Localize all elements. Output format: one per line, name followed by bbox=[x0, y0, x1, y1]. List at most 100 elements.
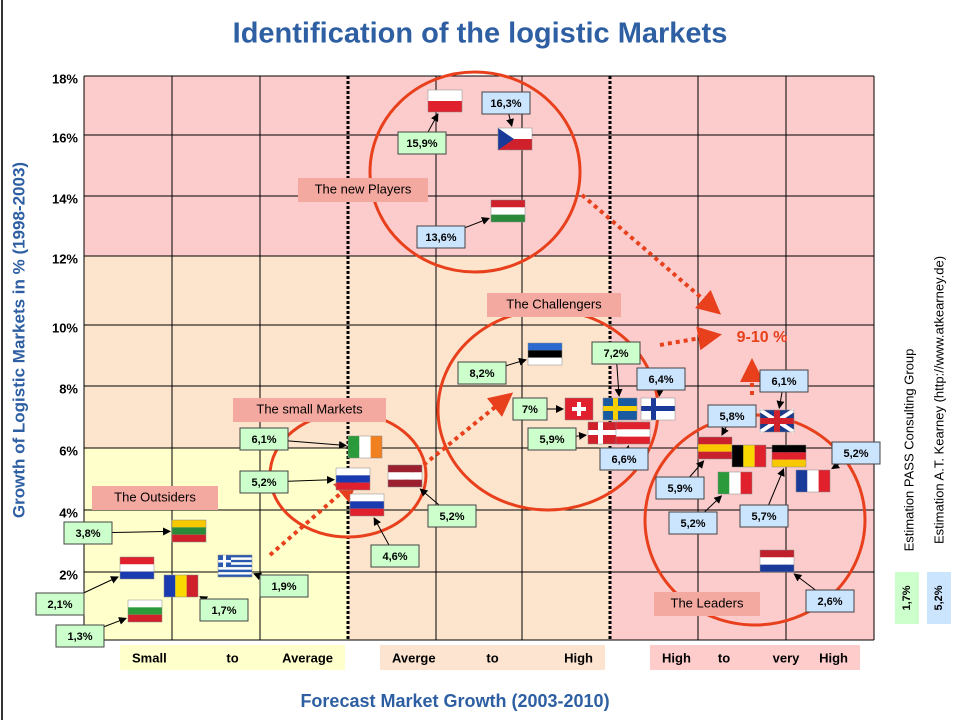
y-tick-label: 4% bbox=[59, 505, 78, 520]
group-label: The Challengers bbox=[506, 296, 602, 311]
flag bbox=[497, 127, 533, 151]
flag-part bbox=[218, 564, 252, 568]
flag-part bbox=[743, 445, 755, 467]
segment-label: to bbox=[486, 650, 498, 665]
value-box bbox=[591, 341, 641, 365]
segment-label: High bbox=[564, 650, 593, 665]
y-tick-label: 10% bbox=[52, 320, 78, 335]
flag-part bbox=[217, 554, 253, 578]
flag bbox=[427, 89, 463, 113]
flag-part bbox=[164, 575, 176, 597]
segment-label: to bbox=[226, 650, 238, 665]
value-label: 4,6% bbox=[382, 551, 407, 563]
pointer-arrow bbox=[111, 527, 171, 536]
flag-part bbox=[771, 444, 807, 468]
pointer-arrow bbox=[505, 357, 527, 367]
trend-arrow bbox=[403, 392, 514, 482]
flag bbox=[490, 199, 526, 223]
value-label: 5,9% bbox=[667, 483, 692, 495]
value-box bbox=[527, 427, 577, 451]
flag bbox=[217, 554, 253, 578]
flag-part bbox=[616, 429, 650, 437]
y-tick-label: 18% bbox=[52, 71, 78, 86]
flag-part bbox=[759, 549, 795, 573]
flag-part bbox=[128, 614, 162, 622]
flag-part bbox=[807, 470, 819, 492]
flag-part bbox=[127, 599, 163, 623]
value-box bbox=[707, 404, 757, 428]
flag-part bbox=[602, 397, 638, 421]
segment-label: Averge bbox=[392, 650, 436, 665]
group-box bbox=[233, 398, 386, 422]
value-box bbox=[457, 361, 507, 385]
value-label: 5,9% bbox=[539, 434, 564, 446]
flag-part bbox=[348, 436, 360, 458]
flag bbox=[717, 471, 753, 495]
flag bbox=[349, 493, 385, 517]
value-box bbox=[239, 470, 289, 494]
value-label: 5,7% bbox=[751, 511, 776, 523]
pointer-arrow bbox=[793, 573, 816, 591]
flag bbox=[347, 435, 383, 459]
pointer-arrow bbox=[419, 488, 440, 506]
value-label: 1,7% bbox=[211, 605, 236, 617]
pointer-arrow bbox=[721, 426, 729, 436]
value-box bbox=[397, 131, 447, 155]
flag-part bbox=[497, 127, 533, 151]
value-label: 1,3% bbox=[67, 631, 92, 643]
flag-part bbox=[388, 479, 422, 487]
group-label: The Leaders bbox=[671, 595, 744, 610]
segment-box bbox=[380, 645, 605, 670]
flag-part bbox=[218, 572, 252, 575]
pointer-arrow bbox=[575, 431, 587, 440]
pointer-arrow bbox=[768, 468, 785, 506]
target-label: 9-10 % bbox=[737, 329, 788, 346]
flag-part bbox=[740, 472, 752, 494]
segment-label: Average bbox=[282, 650, 333, 665]
flag bbox=[731, 444, 767, 468]
value-label: 2,1% bbox=[47, 599, 72, 611]
trend-arrow bbox=[580, 193, 722, 315]
flag bbox=[127, 599, 163, 623]
flag-part bbox=[128, 600, 162, 608]
flag bbox=[527, 342, 563, 366]
value-label: 5,2% bbox=[439, 511, 464, 523]
flag-part bbox=[335, 467, 371, 491]
y-tick-label: 12% bbox=[52, 251, 78, 266]
value-label: 6,6% bbox=[611, 454, 636, 466]
y-tick-label: 2% bbox=[59, 567, 78, 582]
legend-label: 5,2% bbox=[933, 585, 945, 610]
flag-part bbox=[732, 445, 744, 467]
value-box bbox=[831, 441, 881, 465]
flag-part bbox=[349, 493, 385, 517]
segment-box bbox=[650, 645, 860, 670]
value-label: 5,2% bbox=[680, 518, 705, 530]
trend-arrow bbox=[268, 477, 360, 557]
group-label: The small Markets bbox=[256, 401, 363, 416]
value-box bbox=[35, 592, 85, 616]
flag-part bbox=[491, 214, 525, 222]
flag bbox=[564, 397, 594, 421]
flag bbox=[615, 421, 651, 445]
flag-part bbox=[218, 560, 231, 563]
trend-arrow bbox=[659, 326, 722, 351]
group-box bbox=[92, 486, 218, 510]
pointer-arrow bbox=[464, 217, 490, 229]
flag-part bbox=[760, 564, 794, 572]
cluster-circle bbox=[368, 70, 582, 274]
flag-part bbox=[498, 128, 532, 139]
group-box bbox=[298, 178, 428, 202]
segment-box bbox=[120, 645, 345, 670]
value-box bbox=[239, 427, 289, 451]
flag bbox=[387, 464, 423, 488]
value-box bbox=[512, 397, 548, 421]
flag bbox=[697, 436, 733, 460]
y-tick-label: 8% bbox=[59, 381, 78, 396]
flag-part bbox=[490, 199, 526, 223]
flag bbox=[119, 556, 155, 580]
flag-part bbox=[795, 469, 831, 493]
flag-part bbox=[163, 574, 199, 598]
value-label: 2,6% bbox=[817, 596, 842, 608]
flag-part bbox=[528, 350, 562, 358]
